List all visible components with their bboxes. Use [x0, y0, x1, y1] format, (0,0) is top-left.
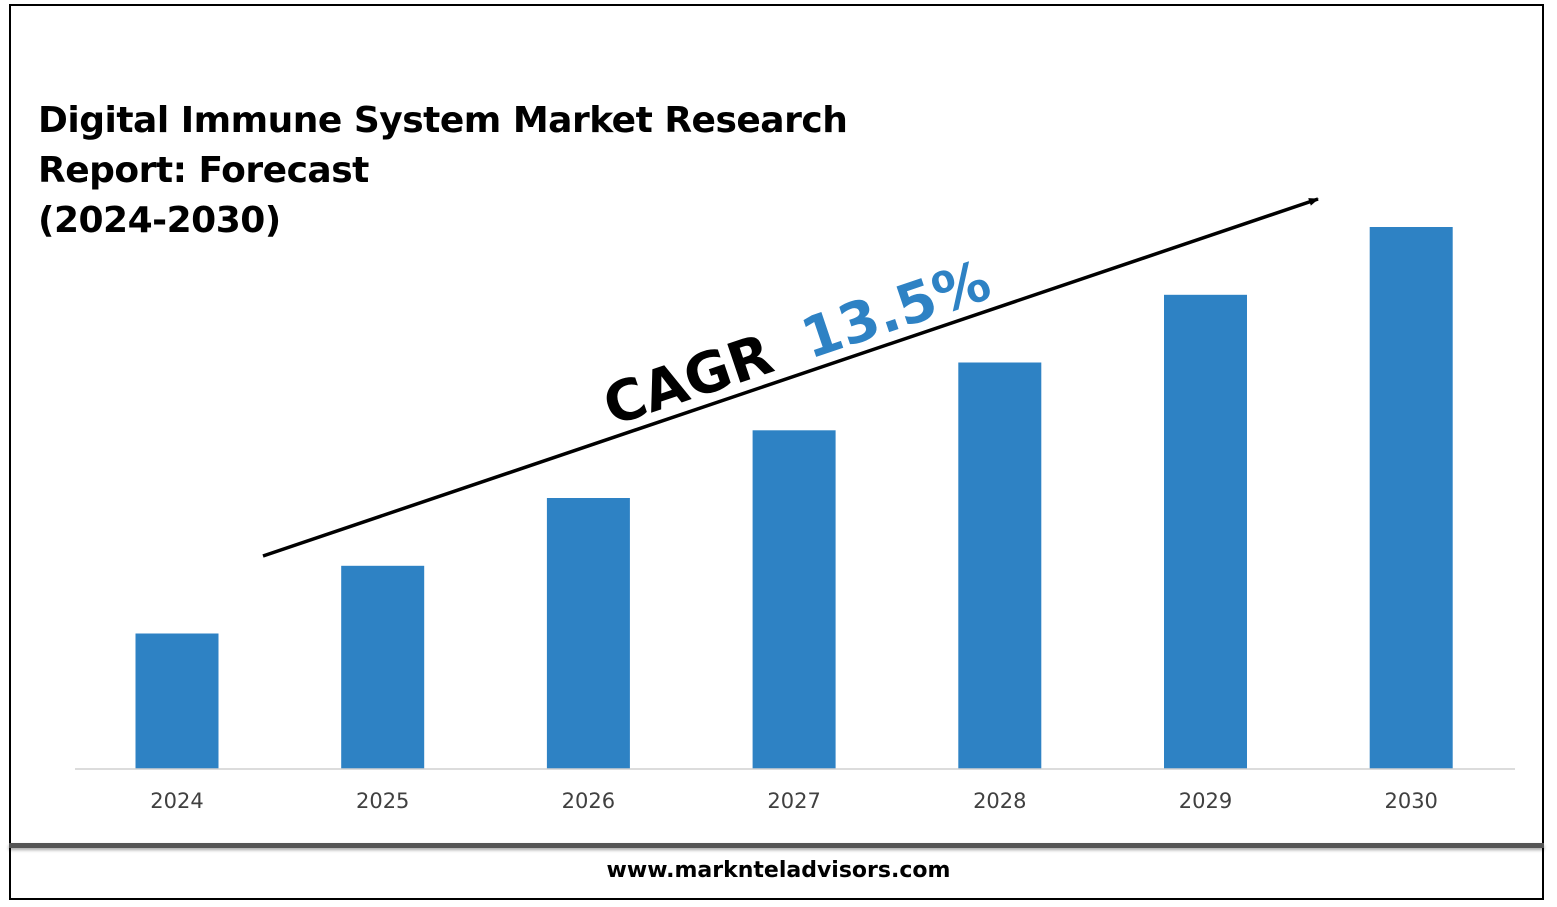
cagr-prefix: CAGR — [596, 322, 781, 439]
x-tick-label-2025: 2025 — [356, 789, 409, 813]
x-tick-label-2030: 2030 — [1384, 789, 1437, 813]
bar-2029 — [1164, 294, 1247, 770]
bar-2028 — [958, 362, 1042, 769]
title-line-1: Digital Immune System Market Research — [38, 100, 848, 141]
bars-group — [135, 227, 1453, 770]
cagr-annotation: CAGR 13.5% — [596, 248, 999, 439]
title-line-2: Report: Forecast — [38, 150, 369, 191]
title-line-3: (2024-2030) — [38, 200, 281, 241]
bar-2026 — [546, 498, 630, 769]
footer-divider — [9, 843, 1544, 848]
x-tick-label-2026: 2026 — [562, 789, 615, 813]
bar-2030 — [1369, 227, 1453, 769]
bar-2024 — [135, 633, 219, 769]
x-tick-label-2024: 2024 — [150, 789, 203, 813]
bar-2027 — [752, 430, 836, 770]
bar-2025 — [341, 565, 425, 770]
x-tick-labels: 2024 2025 2026 2027 2028 2029 2030 — [150, 789, 1438, 813]
x-tick-label-2027: 2027 — [767, 789, 820, 813]
x-tick-label-2028: 2028 — [973, 789, 1026, 813]
cagr-trend-arrow — [262, 197, 1319, 558]
x-tick-label-2029: 2029 — [1179, 789, 1232, 813]
footer-website: www.marknteladvisors.com — [606, 858, 951, 883]
cagr-value: 13.5% — [794, 248, 999, 372]
chart-title: Digital Immune System Market Research Re… — [38, 96, 858, 246]
